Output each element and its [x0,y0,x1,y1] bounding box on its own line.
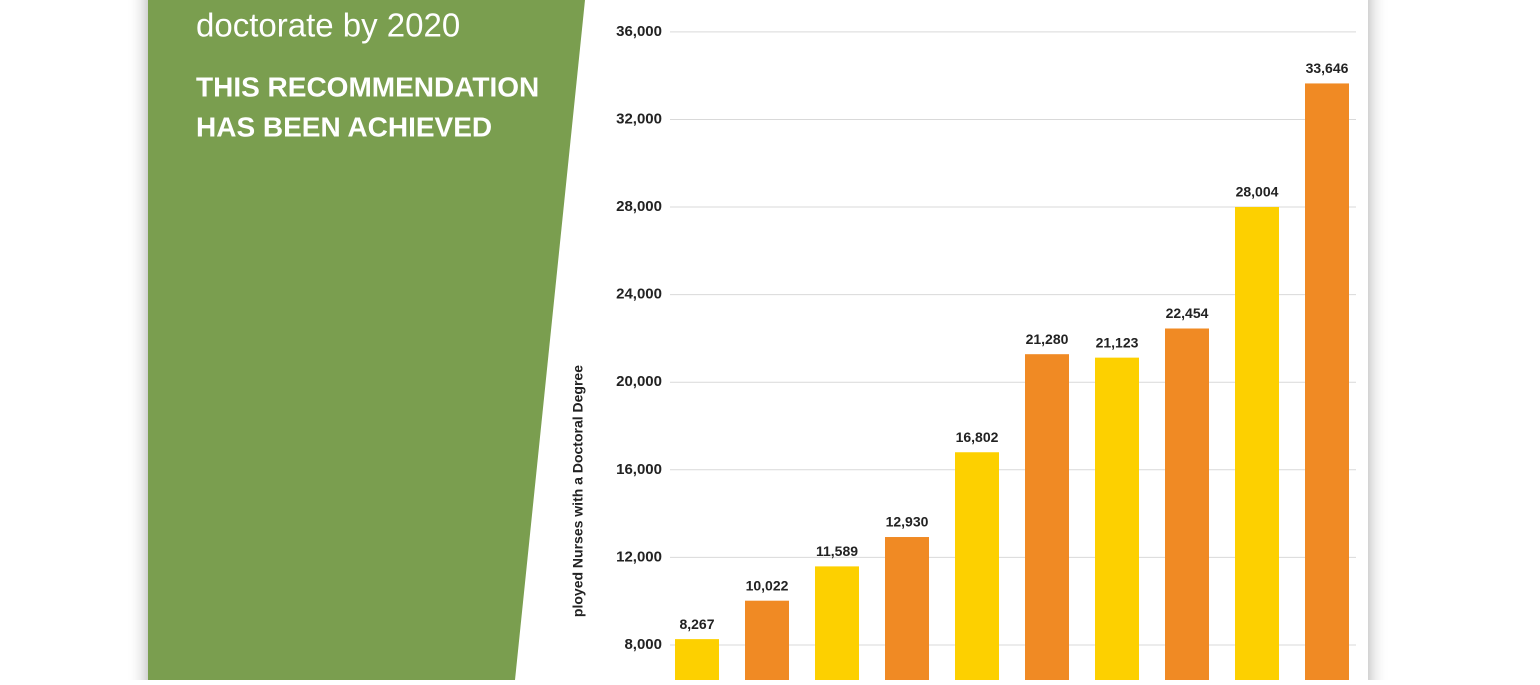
bar [885,537,929,680]
value-label: 8,267 [679,616,714,632]
y-tick-label: 28,000 [616,198,662,215]
bar [1305,83,1349,680]
value-label: 10,022 [746,577,789,593]
y-tick-label: 20,000 [616,373,662,390]
value-label: 12,930 [886,514,929,530]
y-tick-label: 12,000 [616,548,662,565]
green-panel [148,0,585,680]
y-tick-label: 24,000 [616,286,662,303]
y-tick-label: 32,000 [616,110,662,127]
bar [1235,206,1279,680]
bar [1165,328,1209,680]
value-label: 11,589 [816,543,858,559]
bar [1025,354,1069,680]
y-tick-label: 8,000 [624,636,662,653]
bar [955,452,999,680]
value-label: 21,280 [1026,331,1069,347]
panel-text: doctorate by 2020 [196,7,460,44]
value-label: 28,004 [1236,184,1279,200]
y-axis-title: ployed Nurses with a Doctoral Degree [570,365,586,617]
y-tick-label: 16,000 [616,461,662,478]
panel-headline: HAS BEEN ACHIEVED [196,111,492,142]
value-label: 33,646 [1306,60,1349,76]
bar [745,600,789,680]
bar [815,566,859,680]
plot: 8,000 12,000 16,000 20,000 24,000 28,000 32,00… [616,23,1356,680]
bar [675,639,719,680]
value-label: 16,802 [956,429,999,445]
bar [1095,357,1139,680]
value-label: 21,123 [1096,334,1139,350]
y-tick-label: 36,000 [616,23,662,40]
panel-headline: THIS RECOMMENDATION [196,71,539,102]
value-label: 22,454 [1166,305,1209,321]
